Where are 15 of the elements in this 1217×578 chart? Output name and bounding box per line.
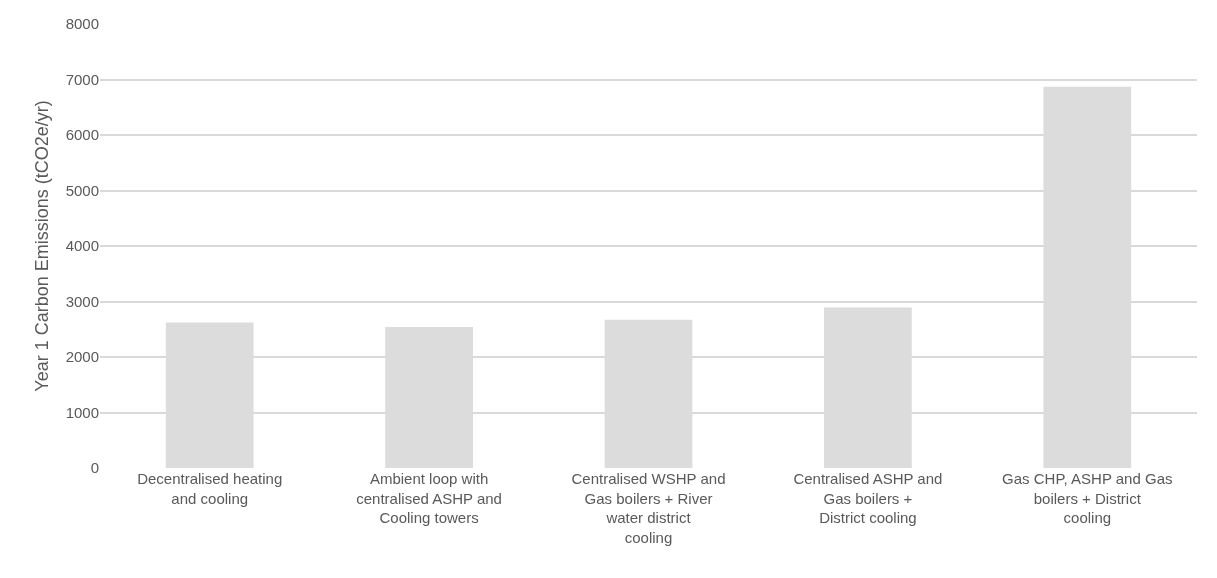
x-tick-label: Centralised WSHP and Gas boilers + River water district cooling <box>571 470 726 546</box>
y-tick-label: 3000 <box>65 292 99 310</box>
x-tick-label: Ambient loop with centralised ASHP and Cooling towers <box>356 470 502 526</box>
y-tick-label: 1000 <box>65 403 99 421</box>
y-tick-label: 2000 <box>65 348 99 366</box>
y-axis-title: Year 1 Carbon Emissions (tCO2e/yr) <box>31 100 52 392</box>
y-tick-label: 8000 <box>65 15 99 33</box>
y-tick-label: 5000 <box>65 181 99 199</box>
x-tick-label: Gas CHP, ASHP and Gas boilers + District cooling <box>1002 470 1173 526</box>
y-tick-label: 4000 <box>65 237 99 255</box>
x-tick-label: Decentralised heating and cooling <box>137 470 283 507</box>
y-tick-label: 0 <box>90 459 99 477</box>
y-tick-label: 7000 <box>65 70 99 88</box>
x-tick-label: Centralised ASHP and Gas boilers + District cooling <box>793 470 943 526</box>
y-tick-label: 6000 <box>65 126 99 144</box>
